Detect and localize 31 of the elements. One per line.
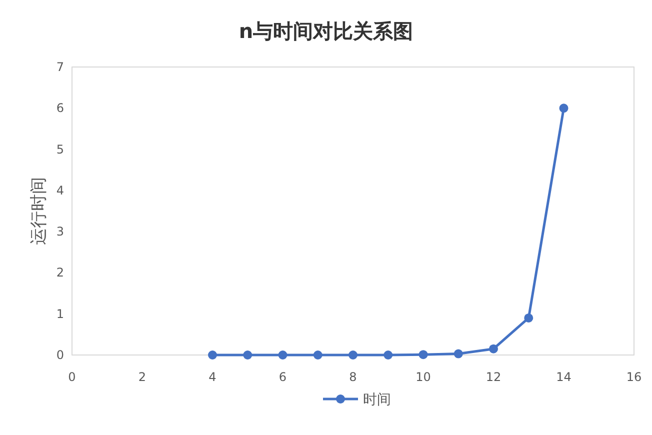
x-tick-label: 2 xyxy=(138,370,146,384)
y-tick-label: 0 xyxy=(56,348,64,362)
y-tick-label: 2 xyxy=(56,266,64,280)
point xyxy=(384,350,393,360)
x-tick-label: 6 xyxy=(278,370,287,384)
x-tick-label: 10 xyxy=(416,370,431,384)
point xyxy=(313,350,322,360)
point xyxy=(524,313,534,322)
y-tick-label: 7 xyxy=(56,60,64,74)
y-axis-title: 运行时间 xyxy=(29,177,49,245)
y-tick-label: 4 xyxy=(56,183,64,198)
point xyxy=(489,344,498,354)
point xyxy=(418,350,428,360)
y-tick-label: 3 xyxy=(56,224,64,239)
legend-label: 时间 xyxy=(363,392,391,408)
point xyxy=(278,350,288,360)
chart-title: n与时间对比关系图 xyxy=(238,19,414,43)
point xyxy=(454,349,463,358)
x-tick-label: 4 xyxy=(208,370,216,384)
x-tick-label: 8 xyxy=(349,370,357,384)
point xyxy=(559,104,568,113)
point xyxy=(243,350,252,360)
point xyxy=(348,350,358,360)
x-tick-label: 12 xyxy=(486,370,502,384)
y-tick-label: 5 xyxy=(56,142,64,156)
y-tick-label: 6 xyxy=(56,101,64,116)
y-tick-label: 1 xyxy=(56,306,64,321)
x-tick-label: 0 xyxy=(68,370,76,384)
x-tick-label: 16 xyxy=(626,370,642,384)
point xyxy=(208,350,217,360)
x-tick-label: 14 xyxy=(556,370,572,384)
